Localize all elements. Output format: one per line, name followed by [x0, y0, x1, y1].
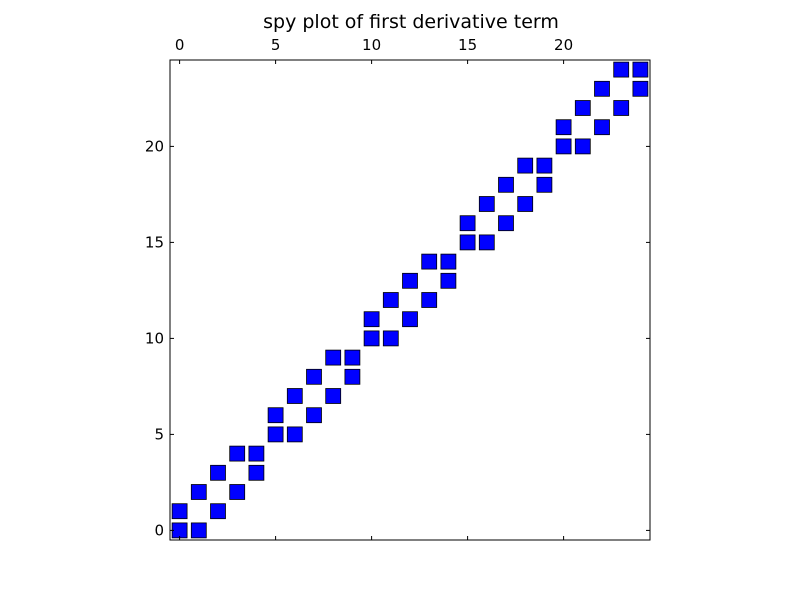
- y-tick-label: 15: [145, 233, 164, 251]
- nonzero-marker: [574, 100, 591, 116]
- nonzero-marker: [382, 292, 399, 308]
- y-tick-label: 10: [145, 329, 164, 347]
- nonzero-marker: [421, 292, 438, 308]
- chart-title: spy plot of first derivative term: [263, 11, 559, 33]
- x-tick-label: 20: [554, 36, 573, 54]
- x-tick-label: 10: [362, 36, 381, 54]
- nonzero-marker: [478, 234, 495, 251]
- nonzero-marker: [517, 157, 534, 174]
- nonzero-marker: [267, 426, 284, 443]
- y-tick-label: 0: [154, 521, 164, 539]
- nonzero-marker: [325, 388, 342, 404]
- axis-ticks: 0 5 10 15 20 0 5 10 15 20: [145, 36, 650, 540]
- nonzero-marker: [632, 61, 649, 78]
- nonzero-marker: [498, 215, 514, 232]
- nonzero-marker: [402, 272, 418, 289]
- nonzero-marker: [171, 503, 188, 520]
- nonzero-marker: [555, 138, 572, 155]
- nonzero-marker: [306, 368, 322, 385]
- nonzero-marker: [267, 407, 284, 424]
- nonzero-marker: [498, 176, 514, 193]
- nonzero-marker: [459, 215, 476, 232]
- nonzero-marker: [440, 272, 457, 289]
- x-tick-label: 15: [458, 36, 477, 54]
- nonzero-marker: [306, 407, 322, 424]
- nonzero-marker: [613, 100, 630, 116]
- nonzero-marker: [248, 464, 265, 481]
- nonzero-marker: [363, 311, 380, 328]
- x-tick-label: 0: [175, 36, 185, 54]
- nonzero-marker: [632, 80, 649, 97]
- nonzero-marker: [421, 253, 438, 270]
- nonzero-marker: [517, 196, 534, 212]
- nonzero-marker: [459, 234, 476, 251]
- nonzero-marker: [440, 253, 457, 270]
- nonzero-marker: [594, 80, 610, 97]
- nonzero-marker: [344, 368, 361, 385]
- nonzero-marker: [210, 503, 226, 520]
- nonzero-marker: [402, 311, 418, 328]
- nonzero-marker: [594, 119, 610, 136]
- nonzero-marker: [574, 138, 591, 155]
- nonzero-marker: [286, 388, 303, 404]
- nonzero-marker: [248, 445, 265, 462]
- nonzero-marker: [190, 484, 207, 500]
- nonzero-marker: [229, 445, 246, 462]
- y-tick-label: 5: [154, 425, 164, 443]
- plot-frame: [169, 59, 651, 541]
- nonzero-marker: [344, 349, 361, 366]
- nonzero-marker: [190, 522, 207, 539]
- nonzero-markers: [171, 61, 649, 539]
- x-tick-label: 5: [271, 36, 281, 54]
- nonzero-marker: [613, 61, 630, 78]
- nonzero-marker: [210, 464, 226, 481]
- nonzero-marker: [229, 484, 246, 500]
- nonzero-marker: [171, 522, 188, 539]
- nonzero-marker: [478, 196, 495, 212]
- nonzero-marker: [325, 349, 342, 366]
- nonzero-marker: [555, 119, 572, 136]
- nonzero-marker: [536, 157, 553, 174]
- nonzero-marker: [382, 330, 399, 347]
- nonzero-marker: [286, 426, 303, 443]
- nonzero-marker: [536, 176, 553, 193]
- y-tick-label: 20: [145, 137, 164, 155]
- nonzero-marker: [363, 330, 380, 347]
